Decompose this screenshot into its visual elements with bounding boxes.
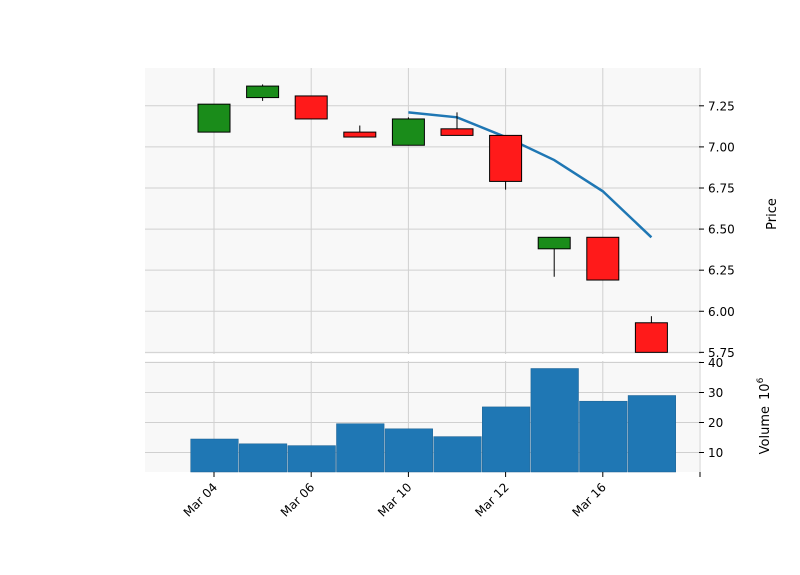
moving-average-layer (408, 111, 653, 239)
volume-bar (239, 443, 288, 473)
price-axis-label: Price (765, 198, 780, 230)
volume-bars (190, 368, 676, 473)
x-tick-label: Mar 04 (181, 480, 220, 519)
candle-body (391, 118, 425, 146)
candle-body (634, 322, 668, 353)
candle-body (246, 85, 280, 99)
x-tick-label: Mar 10 (375, 480, 414, 519)
volume-tick-label: 30 (708, 386, 723, 400)
price-tick-label: 7.00 (708, 140, 735, 154)
volume-axis-ticks: 10 20 30 40 (699, 356, 723, 460)
volume-tick-label: 40 (708, 356, 723, 370)
volume-tick-label: 10 (708, 446, 723, 460)
volume-axis-label-exponent: 10 (758, 383, 773, 400)
volume-bar (190, 438, 239, 473)
price-gridlines (145, 68, 701, 354)
candle-body (586, 236, 620, 281)
volume-bar (433, 436, 482, 473)
price-axis-ticks: 5.75 6.00 6.25 6.50 6.75 7.00 7.25 (699, 99, 735, 360)
candle-body (343, 131, 377, 138)
volume-bar (482, 406, 531, 473)
volume-bar (336, 423, 385, 473)
price-tick-label: 5.75 (708, 346, 735, 360)
price-tick-label: 6.50 (708, 223, 735, 237)
volume-bar (579, 400, 628, 473)
volume-bar (627, 395, 676, 473)
candle-body (197, 103, 231, 133)
x-tick-label: Mar 06 (278, 480, 317, 519)
x-tick-label: Mar 16 (570, 480, 609, 519)
candle-body (489, 134, 523, 182)
price-panel: 5.75 6.00 6.25 6.50 6.75 7.00 7.25 Price (145, 68, 780, 360)
candle-body (294, 95, 328, 120)
price-tick-label: 6.25 (708, 264, 735, 278)
volume-bar (287, 445, 336, 473)
volume-bar (530, 368, 579, 473)
candles (197, 84, 668, 353)
volume-tick-label: 20 (708, 416, 723, 430)
price-tick-label: 6.75 (708, 181, 735, 195)
candle-body (440, 128, 474, 136)
volume-axis-label-text: Volume (758, 406, 773, 454)
candle-body (537, 236, 571, 250)
volume-axis-label-power: 6 (756, 377, 766, 383)
moving-average-line (408, 111, 653, 239)
price-tick-label: 7.25 (708, 99, 735, 113)
volume-bar (384, 428, 433, 473)
x-tick-label: Mar 12 (472, 480, 511, 519)
volume-axis-label: Volume 106 (756, 377, 773, 454)
x-axis: Mar 04 Mar 06 Mar 10 Mar 12 Mar 16 (181, 472, 701, 520)
price-tick-label: 6.00 (708, 305, 735, 319)
price-plot-area (145, 68, 699, 354)
